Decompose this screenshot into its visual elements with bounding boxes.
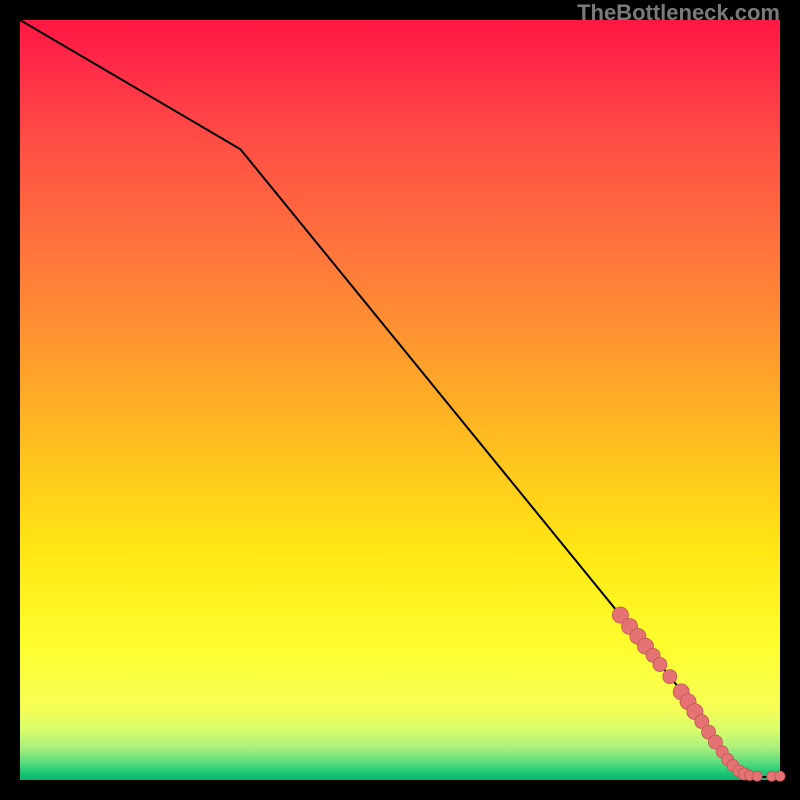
data-marker (653, 657, 667, 671)
chart-svg (0, 0, 800, 800)
data-marker (775, 771, 785, 781)
data-marker (663, 670, 677, 684)
chart-stage: TheBottleneck.com (0, 0, 800, 800)
watermark-text: TheBottleneck.com (577, 0, 780, 26)
data-marker (752, 771, 762, 781)
